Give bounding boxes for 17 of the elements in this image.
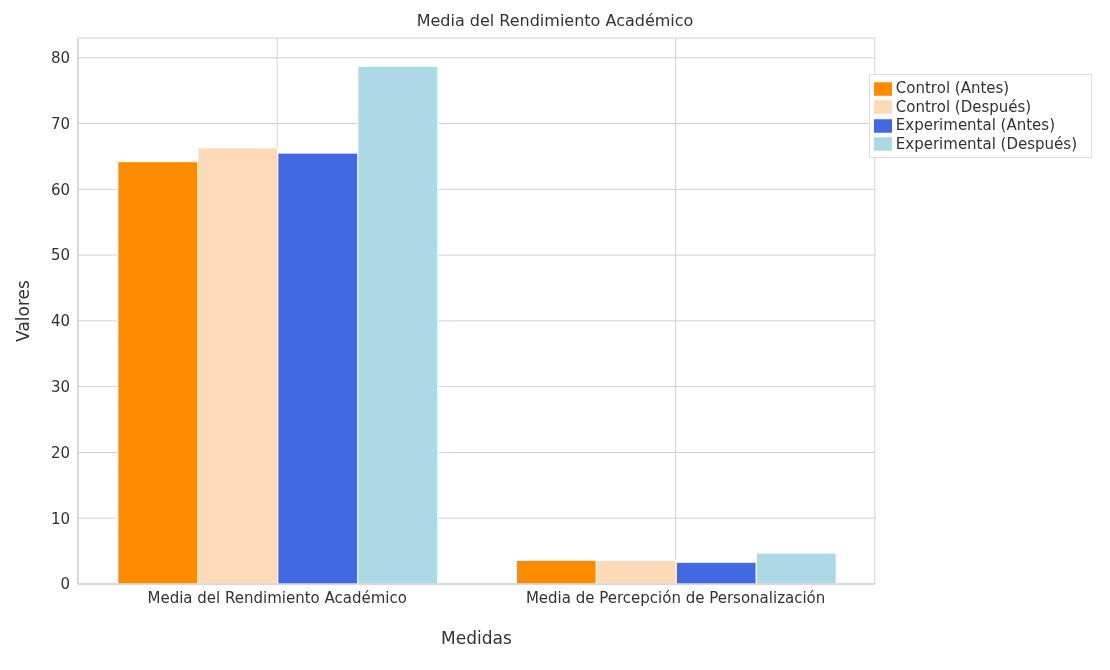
y-tick-label: 50: [50, 246, 70, 265]
chart-title: Media del Rendimiento Académico: [415, 10, 695, 32]
y-tick-label: 80: [50, 49, 70, 68]
y-tick-label: 0: [60, 575, 70, 594]
y-tick-label: 70: [50, 114, 70, 133]
y-tick-label: 20: [50, 443, 70, 462]
y-tick-label: 40: [50, 312, 70, 331]
x-tick-label: Media de Percepción de Personalización: [525, 588, 826, 607]
y-tick-label: 60: [50, 180, 70, 199]
y-tick-label: 10: [50, 509, 70, 528]
x-axis-title: Medidas: [441, 628, 512, 648]
legend-label: Control (Antes): [895, 79, 1010, 97]
y-axis-title: Valores: [13, 279, 34, 342]
legend-label: Experimental (Después): [895, 134, 1077, 153]
y-tick-label: 30: [50, 377, 70, 396]
legend-label: Experimental (Antes): [895, 116, 1056, 134]
legend-label: Control (Después): [895, 97, 1032, 116]
